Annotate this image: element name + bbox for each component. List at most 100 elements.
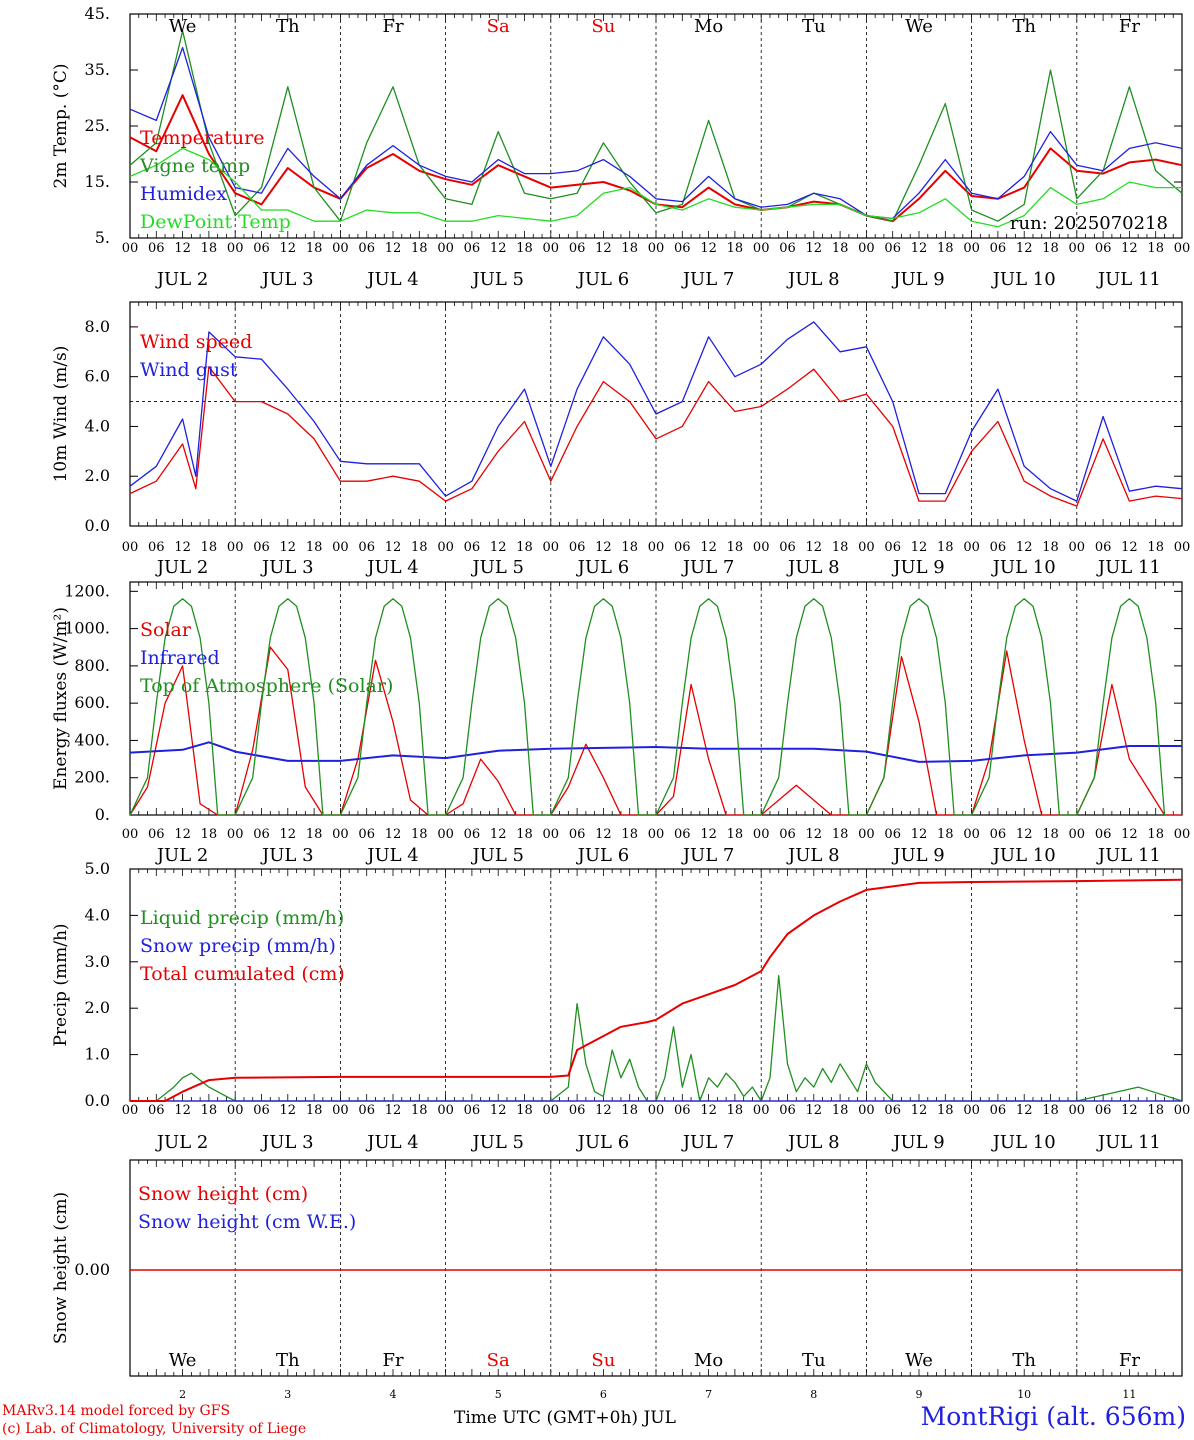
hour-tick-label: 06: [990, 540, 1007, 555]
day-number-label: 4: [390, 1388, 397, 1401]
hour-tick-label: 18: [1147, 540, 1164, 555]
weekday-label: Tu: [802, 16, 826, 37]
hour-tick-label: 06: [148, 827, 165, 842]
date-label: JUL 11: [1096, 845, 1161, 866]
hour-tick-label: 18: [411, 540, 428, 555]
hour-tick-label: 12: [700, 241, 717, 256]
hour-tick-label: 12: [490, 827, 507, 842]
hour-tick-label: 00: [753, 241, 770, 256]
y-tick-label: 1.0: [85, 1045, 110, 1064]
weekday-label: Sa: [487, 1350, 510, 1371]
hour-tick-label: 06: [990, 827, 1007, 842]
hour-tick-label: 06: [569, 540, 586, 555]
date-label: JUL 3: [260, 557, 314, 578]
footer-copyright: (c) Lab. of Climatology, University of L…: [2, 1421, 307, 1437]
y-tick-label: 15.: [85, 172, 110, 191]
hour-tick-label: 12: [174, 540, 191, 555]
hour-tick-label: 00: [858, 540, 875, 555]
date-label: JUL 10: [991, 269, 1056, 290]
day-number-label: 6: [600, 1388, 607, 1401]
hour-tick-label: 12: [280, 827, 297, 842]
date-label: JUL 6: [576, 269, 630, 290]
hour-tick-label: 06: [148, 540, 165, 555]
hour-tick-label: 06: [569, 1103, 586, 1118]
hour-tick-label: 06: [884, 827, 901, 842]
hour-tick-label: 18: [201, 1103, 218, 1118]
hour-tick-label: 12: [595, 1103, 612, 1118]
station-label: MontRigi (alt. 656m): [920, 1402, 1186, 1431]
legend-entry: Humidex: [140, 183, 227, 205]
hour-tick-label: 00: [122, 241, 139, 256]
hour-tick-label: 12: [1016, 241, 1033, 256]
hour-tick-label: 06: [464, 241, 481, 256]
hour-tick-label: 18: [516, 241, 533, 256]
hour-tick-label: 18: [1042, 241, 1059, 256]
panel-2: 00 06 12 18 JUL 2 00 06 12 18 JUL 3 00 06 12 18 JUL 4 0…: [51, 301, 1190, 578]
hour-tick-label: 18: [727, 241, 744, 256]
weekday-label: We: [905, 16, 933, 37]
hour-tick-label: 12: [174, 827, 191, 842]
hour-tick-label: 18: [832, 827, 849, 842]
hour-tick-label: 18: [727, 1103, 744, 1118]
hour-tick-label: 00: [437, 1103, 454, 1118]
date-label: JUL 8: [786, 557, 840, 578]
hour-tick-label: 18: [411, 1103, 428, 1118]
y-tick-label: 8.0: [85, 317, 110, 336]
hour-tick-label: 18: [516, 827, 533, 842]
hour-tick-label: 06: [990, 241, 1007, 256]
hour-tick-label: 06: [148, 1103, 165, 1118]
hour-tick-label: 00: [122, 540, 139, 555]
hour-tick-label: 06: [1095, 540, 1112, 555]
hour-tick-label: 00: [1069, 1103, 1086, 1118]
hour-tick-label: 18: [1147, 241, 1164, 256]
hour-tick-label: 00: [227, 827, 244, 842]
hour-tick-label: 00: [122, 1103, 139, 1118]
hour-tick-label: 06: [674, 540, 691, 555]
hour-tick-label: 06: [779, 241, 796, 256]
hour-tick-label: 12: [700, 540, 717, 555]
panel-3: 00 06 12 18 JUL 2 00 06 12 18 JUL 3 00 06 12 18 JUL 4 0…: [51, 581, 1190, 866]
y-tick-label: 0.0: [85, 1091, 110, 1110]
y-axis-label: Energy fluxes (W/m²): [51, 607, 71, 790]
day-number-label: 5: [495, 1388, 502, 1401]
hour-tick-label: 12: [806, 1103, 823, 1118]
date-label: JUL 9: [891, 1132, 945, 1153]
weekday-label: We: [169, 1350, 197, 1371]
hour-tick-label: 12: [280, 241, 297, 256]
weekday-label: Th: [276, 1350, 300, 1371]
weekday-label: Su: [591, 16, 615, 37]
hour-tick-label: 00: [963, 827, 980, 842]
weekday-label: Fr: [1119, 1350, 1140, 1371]
weekday-label: Mo: [694, 1350, 723, 1371]
hour-tick-label: 00: [543, 1103, 560, 1118]
date-label: JUL 6: [576, 845, 630, 866]
hour-tick-label: 18: [306, 540, 323, 555]
y-tick-label: 0.: [95, 805, 110, 824]
hour-tick-label: 18: [937, 241, 954, 256]
legend-entry: Snow height (cm W.E.): [138, 1211, 356, 1233]
hour-tick-label: 00: [1174, 1103, 1191, 1118]
y-tick-label: 0.00: [74, 1260, 110, 1279]
y-tick-label: 1200.: [64, 581, 110, 600]
hour-tick-label: 18: [621, 540, 638, 555]
hour-tick-label: 18: [832, 241, 849, 256]
hour-tick-label: 12: [595, 540, 612, 555]
hour-tick-label: 00: [332, 540, 349, 555]
y-axis-label: 2m Temp. (°C): [51, 63, 71, 188]
hour-tick-label: 18: [306, 827, 323, 842]
hour-tick-label: 00: [332, 827, 349, 842]
date-label: JUL 8: [786, 1132, 840, 1153]
hour-tick-label: 00: [437, 827, 454, 842]
hour-tick-label: 00: [227, 241, 244, 256]
hour-tick-label: 12: [911, 241, 928, 256]
hour-tick-label: 18: [727, 540, 744, 555]
date-label: JUL 11: [1096, 269, 1161, 290]
series-line-top-of-atmosphere-solar-: [129, 598, 1166, 816]
hour-tick-label: 12: [595, 241, 612, 256]
legend-entry: Snow precip (mm/h): [140, 935, 336, 957]
day-number-label: 3: [284, 1388, 291, 1401]
hour-tick-label: 00: [753, 540, 770, 555]
hour-tick-label: 12: [911, 827, 928, 842]
hour-tick-label: 18: [201, 241, 218, 256]
hour-tick-label: 18: [1042, 1103, 1059, 1118]
